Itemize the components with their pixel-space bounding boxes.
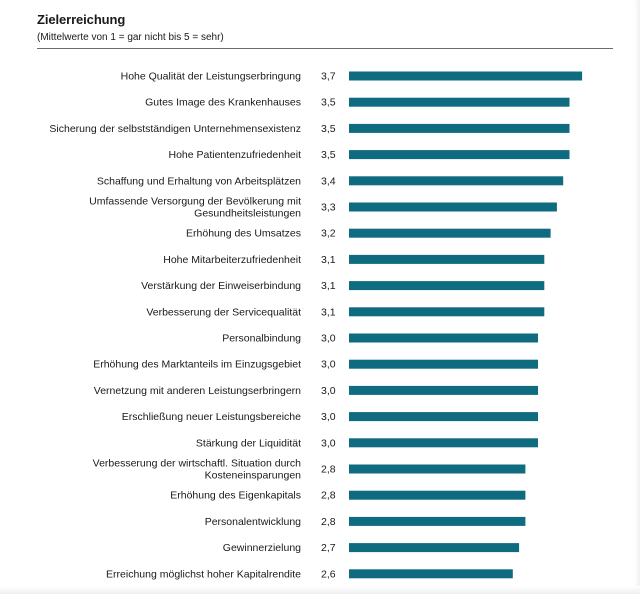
bar bbox=[349, 176, 564, 186]
category-label-line: Erschließung neuer Leistungsbereiche bbox=[122, 411, 301, 423]
bar bbox=[349, 123, 570, 133]
category-label: Stärkung der Liquidität bbox=[196, 437, 301, 449]
category-label-line: Kosteneinsparungen bbox=[205, 470, 301, 482]
category-label: Vernetzung mit anderen Leistungserbringe… bbox=[94, 385, 301, 397]
bar bbox=[349, 569, 513, 579]
chart-title: Zielerreichung bbox=[37, 12, 126, 27]
bar bbox=[349, 412, 538, 422]
category-label: Hohe Mitarbeiterzufriedenheit bbox=[163, 254, 301, 266]
bar bbox=[349, 150, 570, 160]
category-label: Personalentwicklung bbox=[205, 516, 301, 528]
bar bbox=[349, 543, 520, 553]
bar bbox=[349, 281, 545, 291]
category-label-line: Erhöhung des Marktanteils im Einzugsgebi… bbox=[93, 359, 301, 371]
category-label-line: Erhöhung des Eigenkapitals bbox=[170, 490, 301, 502]
value-label: 3,0 bbox=[321, 437, 336, 449]
bar bbox=[349, 202, 557, 212]
category-label-line: Stärkung der Liquidität bbox=[196, 437, 301, 449]
title-divider bbox=[37, 48, 613, 49]
category-label: Sicherung der selbstständigen Unternehme… bbox=[49, 123, 301, 135]
category-label-line: Erhöhung des Umsatzes bbox=[186, 228, 301, 240]
category-label: Gewinnerzielung bbox=[223, 542, 301, 554]
bar bbox=[349, 516, 526, 526]
value-label: 3,0 bbox=[321, 359, 336, 371]
value-label: 3,5 bbox=[321, 97, 336, 109]
value-label: 2,8 bbox=[321, 516, 336, 528]
category-label-line: Schaffung und Erhaltung von Arbeitsplätz… bbox=[97, 175, 301, 187]
value-label: 2,6 bbox=[321, 568, 336, 580]
category-label-line: Umfassende Versorgung der Bevölkerung mi… bbox=[89, 196, 301, 208]
bar bbox=[349, 438, 538, 448]
bar bbox=[349, 97, 570, 107]
value-label: 3,1 bbox=[321, 280, 336, 292]
category-label-line: Erreichung möglichst hoher Kapitalrendit… bbox=[106, 568, 301, 580]
category-label-line: Vernetzung mit anderen Leistungserbringe… bbox=[94, 385, 301, 397]
category-label-line: Hohe Patientenzufriedenheit bbox=[168, 149, 301, 161]
value-label: 3,3 bbox=[321, 202, 336, 214]
category-label: Hohe Qualität der Leistungserbringung bbox=[121, 71, 302, 83]
bar bbox=[349, 464, 526, 474]
bar bbox=[349, 254, 545, 264]
category-label-line: Personalentwicklung bbox=[205, 516, 301, 528]
bar bbox=[349, 71, 583, 81]
page-bottom-edge bbox=[0, 586, 640, 594]
value-label: 3,0 bbox=[321, 333, 336, 345]
category-label: Verbesserung der wirtschaftl. Situation … bbox=[93, 458, 302, 482]
bar bbox=[349, 490, 526, 500]
category-label: Hohe Patientenzufriedenheit bbox=[168, 149, 301, 161]
value-label: 3,2 bbox=[321, 228, 336, 240]
value-label: 3,1 bbox=[321, 306, 336, 318]
category-label: Umfassende Versorgung der Bevölkerung mi… bbox=[89, 196, 301, 220]
bar bbox=[349, 333, 538, 343]
value-label: 3,0 bbox=[321, 385, 336, 397]
chart-subtitle: (Mittelwerte von 1 = gar nicht bis 5 = s… bbox=[37, 32, 224, 43]
category-label-line: Gewinnerzielung bbox=[223, 542, 301, 554]
value-label: 3,4 bbox=[321, 175, 336, 187]
value-label: 3,7 bbox=[321, 71, 336, 83]
value-label: 3,5 bbox=[321, 123, 336, 135]
category-label: Erhöhung des Eigenkapitals bbox=[170, 490, 301, 502]
value-label: 3,1 bbox=[321, 254, 336, 266]
category-label: Erhöhung des Umsatzes bbox=[186, 228, 301, 240]
category-label-line: Verbesserung der wirtschaftl. Situation … bbox=[93, 458, 302, 470]
category-label: Verstärkung der Einweiserbindung bbox=[141, 280, 301, 292]
value-label: 2,8 bbox=[321, 490, 336, 502]
category-label: Verbesserung der Servicequalität bbox=[146, 306, 301, 318]
category-label-line: Gesundheitsleistungen bbox=[194, 208, 301, 220]
value-label: 2,8 bbox=[321, 464, 336, 476]
bar bbox=[349, 228, 551, 238]
category-label-line: Personalbindung bbox=[222, 333, 301, 345]
category-label-line: Verbesserung der Servicequalität bbox=[146, 306, 301, 318]
category-label: Erreichung möglichst hoher Kapitalrendit… bbox=[106, 568, 301, 580]
value-label: 3,5 bbox=[321, 149, 336, 161]
category-label: Schaffung und Erhaltung von Arbeitsplätz… bbox=[97, 175, 301, 187]
category-label-line: Hohe Qualität der Leistungserbringung bbox=[121, 71, 302, 83]
category-label: Erhöhung des Marktanteils im Einzugsgebi… bbox=[93, 359, 301, 371]
value-label: 3,0 bbox=[321, 411, 336, 423]
category-label-line: Sicherung der selbstständigen Unternehme… bbox=[49, 123, 301, 135]
category-label-line: Verstärkung der Einweiserbindung bbox=[141, 280, 301, 292]
category-label-line: Gutes Image des Krankenhauses bbox=[145, 97, 301, 109]
category-label-line: Hohe Mitarbeiterzufriedenheit bbox=[163, 254, 301, 266]
bar bbox=[349, 307, 545, 317]
category-label: Erschließung neuer Leistungsbereiche bbox=[122, 411, 301, 423]
value-label: 2,7 bbox=[321, 542, 336, 554]
bar bbox=[349, 359, 538, 369]
bar bbox=[349, 385, 538, 395]
category-label: Gutes Image des Krankenhauses bbox=[145, 97, 301, 109]
category-label: Personalbindung bbox=[222, 333, 301, 345]
